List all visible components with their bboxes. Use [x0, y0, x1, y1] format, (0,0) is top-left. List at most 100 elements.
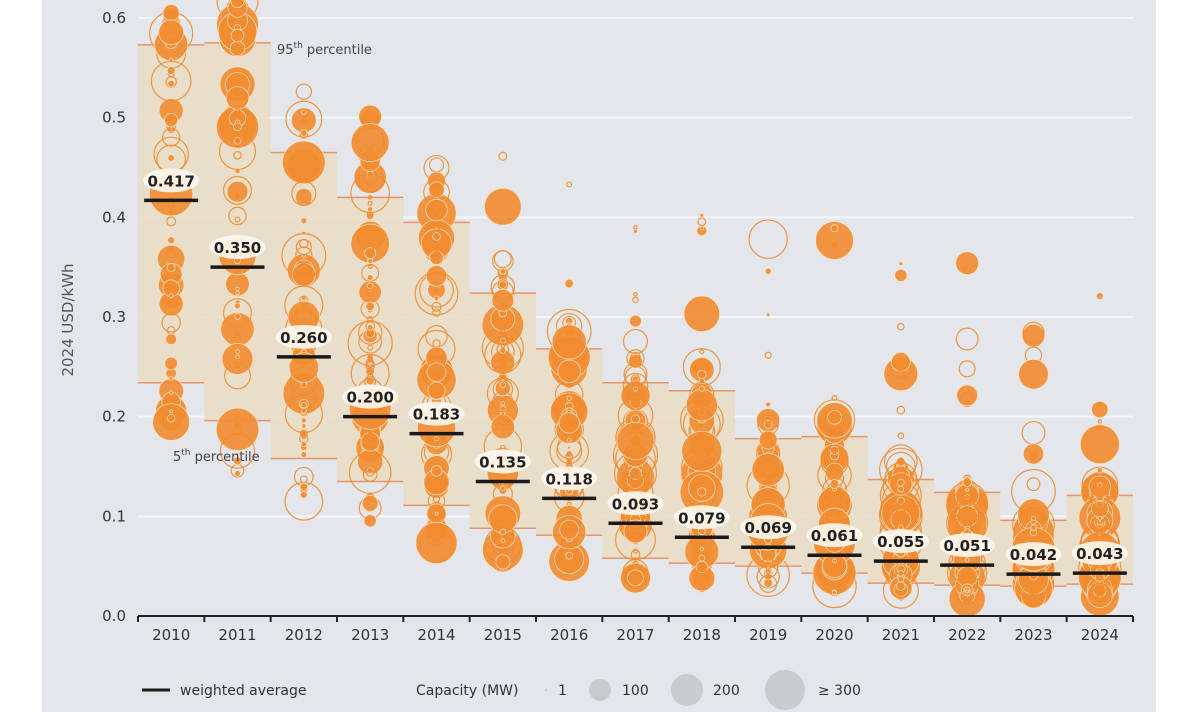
x-tick-label: 2020 [815, 626, 853, 644]
project-bubble [229, 40, 246, 57]
weighted-average-label: 0.061 [811, 527, 858, 545]
project-bubble [830, 492, 839, 500]
project-bubble [366, 282, 374, 290]
project-bubble [300, 417, 307, 424]
project-bubble [764, 267, 772, 275]
project-bubble [630, 374, 641, 384]
x-tick-label: 2022 [948, 626, 986, 644]
project-bubble [1095, 502, 1105, 512]
project-bubble [301, 423, 307, 429]
weighted-average-label: 0.350 [214, 239, 261, 257]
project-bubble [222, 298, 253, 328]
project-bubble [223, 175, 252, 205]
project-bubble [958, 506, 976, 523]
x-tick-label: 2023 [1014, 626, 1052, 644]
project-bubble [632, 296, 639, 304]
legend-average-label: weighted average [180, 683, 306, 699]
project-bubble [233, 332, 242, 341]
project-bubble [897, 478, 905, 487]
project-bubble [299, 482, 308, 491]
project-bubble [697, 487, 707, 497]
project-bubble [830, 224, 839, 233]
project-bubble [491, 288, 515, 312]
project-bubble [1095, 590, 1104, 599]
project-bubble [233, 456, 242, 466]
x-tick-label: 2011 [218, 626, 256, 644]
project-bubble [500, 485, 506, 491]
project-bubble [165, 333, 178, 346]
project-bubble [694, 574, 710, 589]
project-bubble [1096, 293, 1103, 300]
weighted-average-label: 0.055 [877, 533, 924, 551]
project-bubble [759, 574, 778, 593]
weighted-average-label: 0.093 [612, 495, 659, 513]
project-bubble [360, 414, 380, 434]
project-bubble [234, 108, 241, 114]
p95-annotation: 95th percentile [277, 41, 372, 58]
project-bubble [633, 225, 638, 230]
y-tick-label: 0.0 [102, 607, 126, 625]
project-bubble [897, 485, 905, 493]
project-bubble [366, 245, 375, 254]
average-label-bg [806, 523, 863, 548]
project-bubble [955, 251, 980, 276]
project-bubble [556, 328, 582, 354]
x-tick-label: 2014 [417, 626, 455, 644]
project-bubble [365, 361, 375, 371]
project-bubble [965, 589, 970, 594]
project-bubble [1029, 451, 1038, 459]
project-bubble [300, 440, 307, 448]
project-bubble [1091, 400, 1109, 419]
project-bubble [633, 228, 638, 234]
project-bubble [348, 451, 392, 494]
project-bubble [955, 327, 979, 351]
project-bubble [1096, 467, 1103, 474]
legend-capacity-title: Capacity (MW) [416, 683, 518, 699]
project-bubble [698, 539, 706, 547]
project-bubble [765, 401, 772, 408]
project-bubble [425, 198, 448, 222]
weighted-average-label: 0.079 [678, 509, 725, 527]
project-bubble [699, 212, 705, 218]
weighted-average-label: 0.069 [744, 519, 791, 537]
project-bubble [689, 381, 715, 407]
project-bubble [757, 413, 779, 436]
project-bubble [1022, 580, 1045, 603]
y-tick-label: 0.2 [102, 408, 126, 426]
x-tick-label: 2024 [1081, 626, 1119, 644]
project-bubble [697, 217, 707, 227]
project-bubble [748, 219, 788, 259]
project-bubble [367, 206, 374, 213]
project-bubble [633, 292, 638, 297]
project-bubble [699, 547, 704, 551]
project-bubble [616, 421, 655, 461]
project-bubble [965, 487, 970, 492]
project-bubble [360, 432, 380, 452]
project-bubble [291, 262, 316, 287]
project-bubble [363, 514, 377, 528]
project-bubble [764, 351, 772, 359]
project-bubble [685, 389, 718, 422]
project-bubble [498, 536, 507, 545]
project-bubble [566, 395, 572, 401]
project-bubble [896, 322, 905, 331]
project-bubble [434, 511, 439, 516]
project-bubble [289, 366, 318, 395]
x-tick-label: 2017 [616, 626, 654, 644]
project-bubble [898, 524, 904, 530]
project-bubble [161, 313, 181, 333]
average-label-bg [541, 466, 598, 491]
project-bubble [758, 558, 779, 579]
project-bubble [366, 211, 374, 219]
project-bubble [698, 385, 705, 392]
project-bubble [301, 109, 307, 115]
project-bubble [1092, 508, 1107, 523]
project-bubble [894, 268, 908, 282]
project-bubble [162, 4, 180, 22]
project-bubble [484, 526, 522, 564]
project-bubble [699, 225, 704, 231]
project-bubble [300, 129, 308, 137]
project-bubble [225, 86, 250, 110]
project-bubble [829, 479, 840, 489]
legend-size-300: ≥ 300 [818, 683, 861, 699]
